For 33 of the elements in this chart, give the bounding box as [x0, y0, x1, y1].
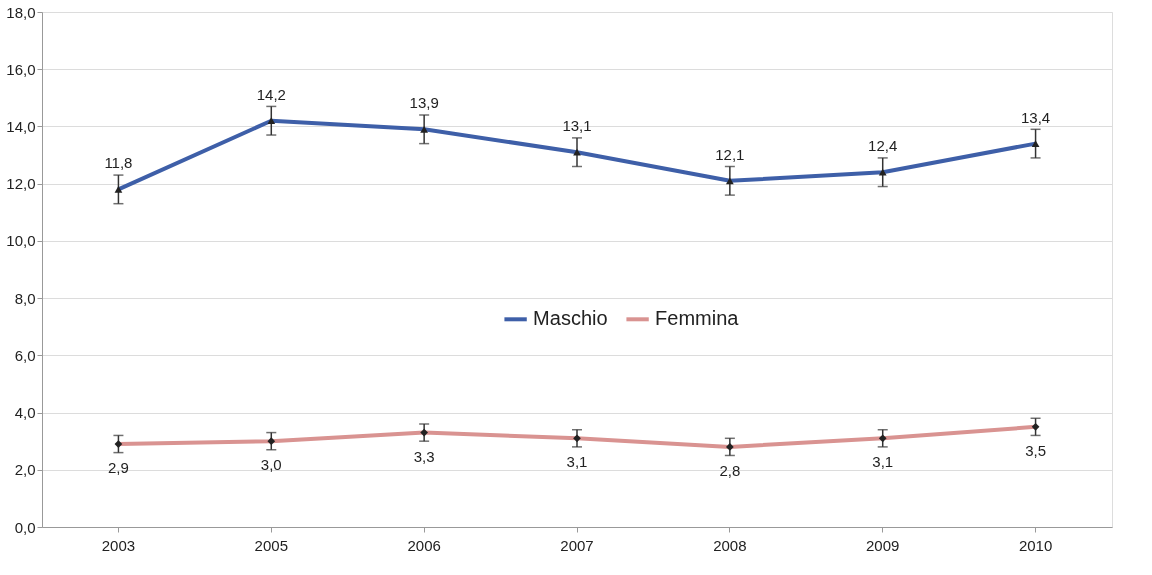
- data-label: 3,3: [413, 447, 435, 465]
- data-label: 13,9: [409, 94, 439, 112]
- y-tick-label: 4,0: [14, 404, 36, 422]
- data-label: 3,0: [260, 456, 282, 474]
- y-tick-label: 18,0: [6, 3, 36, 21]
- data-label: 11,8: [104, 154, 133, 172]
- x-tick-label: 2005: [254, 536, 288, 554]
- x-tick-label: 2008: [713, 536, 747, 554]
- x-tick-label: 2007: [560, 536, 594, 554]
- y-tick-label: 16,0: [6, 60, 36, 78]
- data-label: 13,1: [562, 117, 592, 135]
- data-label: 12,4: [868, 137, 898, 155]
- y-tick-label: 8,0: [14, 289, 36, 307]
- legend-label: Femmina: [655, 307, 740, 330]
- y-tick-label: 0,0: [14, 518, 36, 536]
- data-label: 13,4: [1020, 108, 1051, 126]
- x-tick-label: 2010: [1018, 536, 1053, 554]
- data-label: 3,1: [872, 453, 894, 471]
- x-tick-label: 2006: [407, 536, 441, 554]
- data-label: 2,8: [719, 461, 741, 479]
- data-label: 2,9: [108, 459, 129, 477]
- x-tick-label: 2003: [101, 536, 136, 554]
- x-tick-label: 2009: [866, 536, 900, 554]
- data-label: 14,2: [256, 85, 286, 103]
- data-label: 3,5: [1025, 441, 1046, 459]
- y-tick-label: 12,0: [6, 175, 36, 193]
- legend-label: Maschio: [533, 307, 608, 330]
- y-tick-label: 6,0: [14, 346, 36, 364]
- y-tick-label: 10,0: [6, 232, 36, 250]
- data-label: 3,1: [566, 453, 588, 471]
- data-label: 12,1: [715, 145, 745, 163]
- y-tick-label: 14,0: [6, 117, 36, 135]
- y-tick-label: 2,0: [14, 461, 36, 479]
